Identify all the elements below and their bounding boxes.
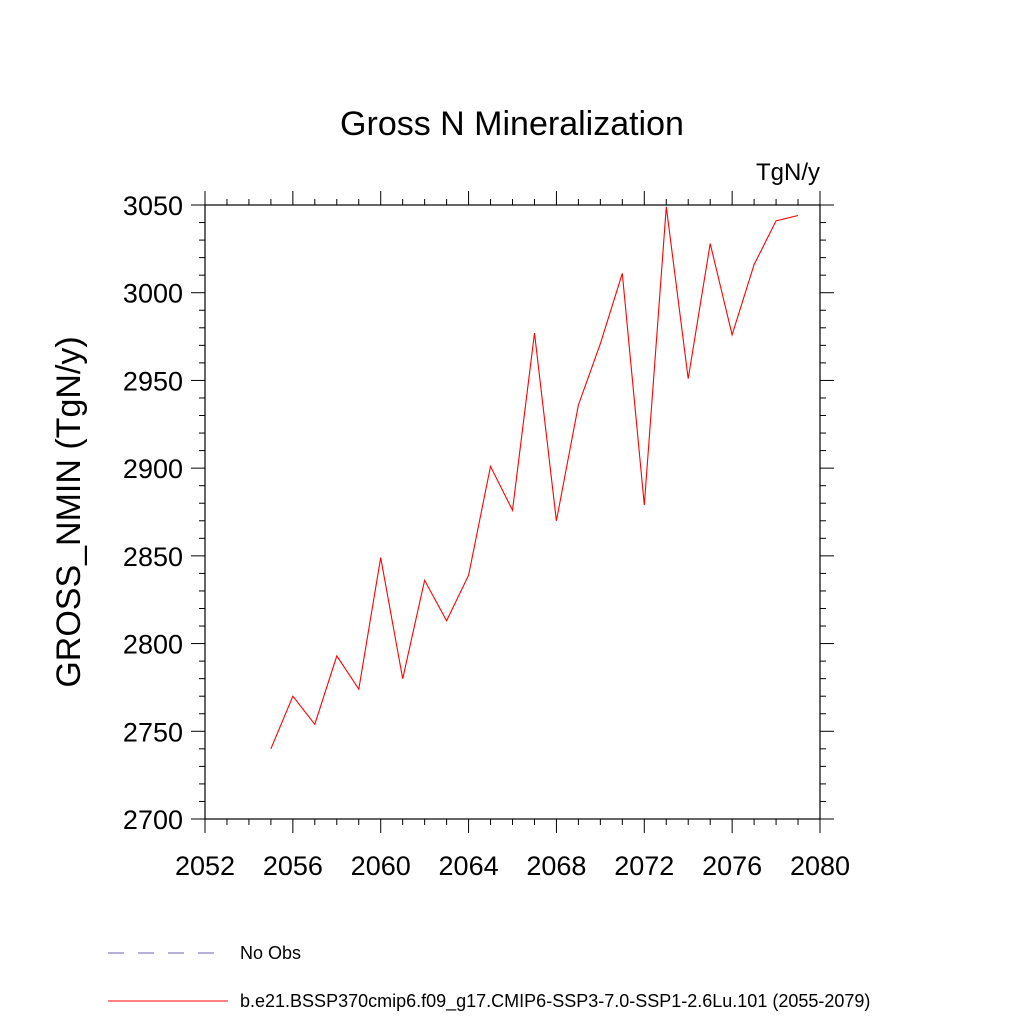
- legend: No Obs b.e21.BSSP370cmip6.f09_g17.CMIP6-…: [108, 943, 870, 1012]
- y-tick-label: 2950: [123, 366, 183, 396]
- series-layer: [270, 206, 799, 750]
- y-tick-label: 2750: [123, 717, 183, 747]
- legend-label-no-obs: No Obs: [240, 943, 301, 963]
- x-tick-label: 2080: [790, 851, 850, 881]
- y-tick-label: 3050: [123, 191, 183, 221]
- x-tick-label: 2076: [702, 851, 762, 881]
- y-tick-label: 2900: [123, 454, 183, 484]
- axis-ticks: [191, 191, 834, 833]
- plot-frame: [204, 204, 821, 820]
- x-tick-label: 2056: [263, 851, 323, 881]
- x-tick-label: 2068: [526, 851, 586, 881]
- y-tick-label: 2800: [123, 630, 183, 660]
- units-label: TgN/y: [756, 159, 820, 186]
- series-line-0: [270, 206, 799, 750]
- tick-labels: 2052 2056 2060 2064 2068 2072 2076 2080 2700 2750…: [123, 191, 850, 881]
- y-tick-label: 2700: [123, 805, 183, 835]
- x-tick-label: 2052: [175, 851, 235, 881]
- x-tick-label: 2064: [439, 851, 499, 881]
- legend-label-series: b.e21.BSSP370cmip6.f09_g17.CMIP6-SSP3-7.…: [240, 991, 870, 1012]
- x-tick-label: 2072: [614, 851, 674, 881]
- y-axis-label: GROSS_NMIN (TgN/y): [50, 336, 88, 687]
- chart-title: Gross N Mineralization: [340, 105, 684, 143]
- y-tick-label: 3000: [123, 279, 183, 309]
- y-tick-label: 2850: [123, 542, 183, 572]
- x-tick-label: 2060: [351, 851, 411, 881]
